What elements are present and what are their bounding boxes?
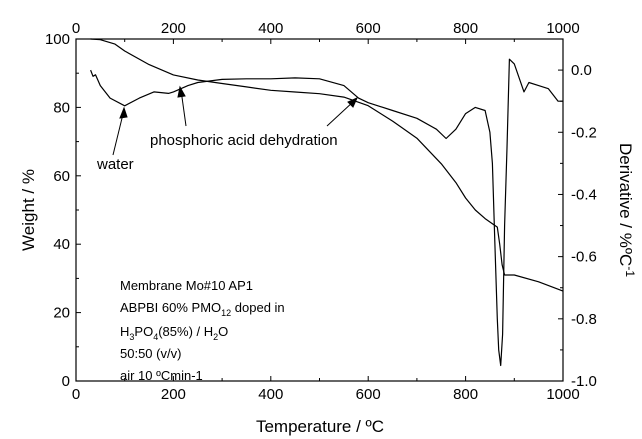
x-tick-label-bottom: 400 bbox=[258, 386, 283, 403]
tick-labels: 0020020040040060060080080010001000020406… bbox=[45, 20, 597, 403]
y-right-tick-label: -0.2 bbox=[571, 124, 597, 141]
y-left-tick-label: 40 bbox=[53, 236, 70, 253]
dehydration-arrow-line-2 bbox=[326, 100, 355, 127]
x-tick-label-top: 0 bbox=[72, 20, 80, 37]
y-right-tick-label: -1.0 bbox=[571, 373, 597, 390]
annotation-arrows bbox=[112, 85, 358, 156]
y-right-axis-title-main: Derivative / %ºC bbox=[616, 143, 635, 266]
series-lines bbox=[90, 38, 564, 367]
sample-info: Membrane Mo#10 AP1 ABPBI 60% PMO12 doped… bbox=[120, 278, 285, 383]
x-tick-label-top: 800 bbox=[453, 20, 478, 37]
y-left-tick-label: 0 bbox=[62, 373, 70, 390]
water-annotation: water bbox=[96, 156, 134, 173]
y-right-tick-label: -0.4 bbox=[571, 186, 597, 203]
info-line-2: ABPBI 60% PMO12 doped in bbox=[120, 300, 285, 318]
x-tick-label-bottom: 800 bbox=[453, 386, 478, 403]
y-right-tick-label: -0.6 bbox=[571, 249, 597, 266]
dehydration-arrow-head-1 bbox=[177, 85, 186, 98]
info-line-5: air 10 ºCmin-1 bbox=[120, 368, 203, 383]
dehydration-annotation: phosphoric acid dehydration bbox=[150, 132, 338, 149]
dehydration-arrow-head-2 bbox=[347, 97, 358, 108]
y-left-axis-title: Weight / % bbox=[19, 169, 38, 251]
x-axis-title: Temperature / ºC bbox=[256, 417, 384, 436]
y-right-axis-title-sup: -1 bbox=[623, 266, 637, 277]
x-tick-label-bottom: 200 bbox=[161, 386, 186, 403]
x-tick-label-top: 600 bbox=[356, 20, 381, 37]
weight-series-line bbox=[90, 38, 564, 292]
water-arrow-head bbox=[119, 106, 128, 119]
y-left-tick-label: 60 bbox=[53, 168, 70, 185]
derivative-series-line bbox=[90, 58, 563, 367]
x-tick-label-top: 1000 bbox=[546, 20, 579, 37]
y-right-tick-label: 0.0 bbox=[571, 62, 592, 79]
info-line-1: Membrane Mo#10 AP1 bbox=[120, 278, 253, 293]
y-right-axis-title: Derivative / %ºC-1 bbox=[616, 143, 637, 277]
y-right-tick-label: -0.8 bbox=[571, 311, 597, 328]
y-left-tick-label: 20 bbox=[53, 305, 70, 322]
y-left-tick-label: 80 bbox=[53, 99, 70, 116]
x-tick-label-bottom: 600 bbox=[356, 386, 381, 403]
info-line-4: 50:50 (v/v) bbox=[120, 346, 181, 361]
x-tick-label-top: 400 bbox=[258, 20, 283, 37]
info-line-3: H3PO4(85%) / H2O bbox=[120, 324, 228, 342]
x-tick-label-top: 200 bbox=[161, 20, 186, 37]
x-tick-label-bottom: 1000 bbox=[546, 386, 579, 403]
y-left-tick-label: 100 bbox=[45, 31, 70, 48]
tick-marks bbox=[75, 38, 564, 382]
x-tick-label-bottom: 0 bbox=[72, 386, 80, 403]
